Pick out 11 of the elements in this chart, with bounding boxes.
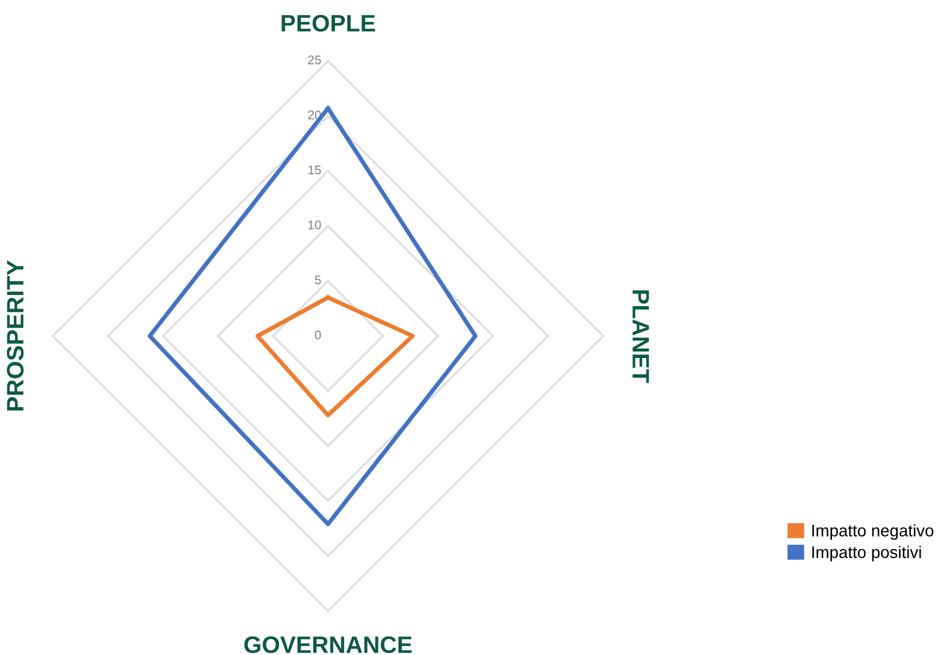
spoke-label: PROSPERITY xyxy=(6,260,24,411)
legend-label: Impatto negativo xyxy=(812,524,934,540)
spoke-label: GOVERNANCE xyxy=(244,636,412,654)
y-tick-label: 25 xyxy=(308,56,321,64)
spoke-label: PLANET xyxy=(632,290,649,383)
y-tick-label: 0 xyxy=(314,330,321,340)
y-tick-label: 15 xyxy=(308,166,321,174)
legend-label: Impatto positivi xyxy=(812,546,921,562)
spoke-label: PEOPLE xyxy=(282,14,375,32)
y-tick-label: 5 xyxy=(314,276,321,284)
y-tick-label: 10 xyxy=(308,220,321,230)
